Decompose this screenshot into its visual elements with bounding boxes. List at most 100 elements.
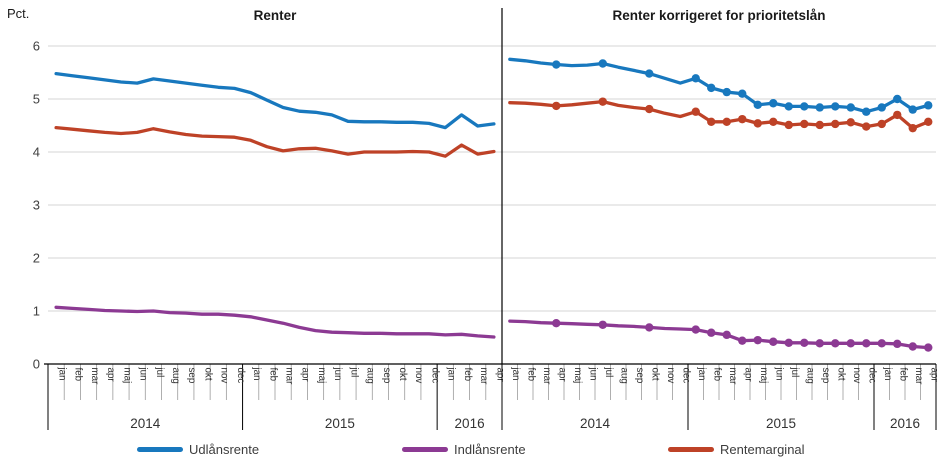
series-marker-udlånsrente [924, 101, 933, 110]
x-month-label: apr [743, 368, 754, 383]
series-line-udlånsrente [54, 71, 496, 130]
y-tick-label-4: 4 [33, 145, 40, 160]
series-marker-udlånsrente [784, 102, 793, 111]
series-marker-udlånsrente [738, 89, 747, 98]
legend-label: Rentemarginal [720, 442, 805, 457]
x-month-label: dec [681, 368, 692, 384]
y-axis-unit-label: Pct. [7, 6, 30, 21]
series-marker-udlånsrente [815, 103, 824, 112]
x-month-label: aug [365, 368, 376, 384]
series-marker-udlånsrente [691, 74, 700, 83]
x-month-label: feb [462, 368, 473, 382]
x-month-label: jul [348, 367, 359, 378]
x-month-label: jun [774, 367, 785, 381]
series-line-rentemarginal-korrigeret [508, 99, 930, 130]
series-marker-indlånsrente [722, 330, 731, 340]
x-year-label-2015: 2015 [766, 416, 796, 431]
y-tick-label-5: 5 [33, 92, 40, 107]
x-month-label: jan [446, 367, 457, 381]
series-marker-udlånsrente [753, 100, 762, 110]
series-marker-udlånsrente [800, 102, 809, 111]
x-month-label: maj [316, 368, 327, 384]
x-month-label: mar [913, 368, 924, 386]
x-month-label: nov [413, 368, 424, 384]
x-month-label: sep [381, 368, 392, 384]
x-year-label-2014: 2014 [580, 416, 611, 431]
series-marker-udlånsrente [831, 102, 840, 111]
series-marker-udlånsrente [862, 107, 871, 116]
series-marker-rentemarginal [707, 117, 716, 126]
series-marker-rentemarginal [893, 110, 902, 120]
series-marker-udlånsrente [707, 83, 716, 93]
x-month-label: jun [138, 367, 149, 381]
series-marker-rentemarginal [769, 117, 778, 126]
legend-item-rentemarginal: Rentemarginal [668, 442, 805, 457]
series-marker-udlånsrente [552, 60, 561, 69]
y-tick-label-0: 0 [33, 357, 40, 372]
indlansrente-line-swatch [402, 447, 448, 452]
series-marker-rentemarginal [784, 120, 793, 130]
legend-item-indlansrente: Indlånsrente [402, 442, 526, 457]
x-month-label: sep [634, 368, 645, 384]
x-month-label: okt [836, 368, 847, 381]
series-line-indlånsrente [54, 305, 496, 339]
series-marker-rentemarginal [862, 122, 871, 131]
y-tick-label-1: 1 [33, 304, 40, 319]
series-marker-indlånsrente [846, 339, 855, 348]
rentemarginal-line-swatch [668, 447, 714, 452]
series-marker-indlånsrente [784, 338, 793, 347]
x-month-label: dec [867, 368, 878, 384]
x-month-label: maj [572, 368, 583, 384]
x-month-label: apr [557, 368, 568, 383]
right-panel-title: Renter korrigeret for prioritetslån [612, 8, 826, 23]
x-month-label: feb [712, 368, 723, 382]
series-marker-udlånsrente [598, 59, 607, 68]
x-month-label: sep [186, 368, 197, 384]
series-marker-indlånsrente [877, 339, 886, 348]
legend-label: Indlånsrente [454, 442, 526, 457]
series-line-rentemarginal [54, 125, 496, 158]
series-marker-indlånsrente [908, 342, 917, 351]
x-year-label-2016: 2016 [890, 416, 920, 431]
x-month-label: dec [235, 368, 246, 384]
x-month-label: mar [727, 368, 738, 386]
x-month-label: mar [284, 368, 295, 386]
series-marker-udlånsrente [908, 105, 917, 114]
x-year-label-2015: 2015 [325, 416, 355, 431]
series-line-udlånsrente-korrigeret [508, 57, 930, 114]
series-marker-rentemarginal [831, 119, 840, 129]
x-month-label: apr [300, 368, 311, 383]
x-month-label: feb [898, 368, 909, 382]
series-marker-rentemarginal [691, 107, 700, 116]
x-month-label: jun [332, 367, 343, 381]
x-month-label: jan [882, 367, 893, 381]
series-marker-rentemarginal [800, 119, 809, 129]
series-marker-udlånsrente [893, 94, 902, 104]
series-marker-rentemarginal [815, 120, 824, 130]
x-month-label: mar [541, 368, 552, 386]
legend-item-udlansrente: Udlånsrente [137, 442, 259, 457]
x-month-label: aug [619, 368, 630, 384]
series-marker-indlånsrente [893, 339, 902, 349]
series-marker-indlånsrente [831, 339, 840, 348]
series-marker-indlånsrente [552, 318, 561, 328]
x-month-label: okt [202, 368, 213, 381]
left-panel-title: Renter [253, 8, 297, 23]
series-marker-rentemarginal [846, 118, 855, 127]
udlansrente-line-swatch [137, 447, 183, 452]
series-marker-rentemarginal [722, 117, 731, 126]
series-marker-indlånsrente [924, 343, 933, 352]
x-month-label: feb [267, 368, 278, 382]
series-line-indlånsrente-korrigeret [508, 319, 930, 350]
x-month-label: mar [89, 368, 100, 386]
series-marker-indlånsrente [645, 323, 654, 332]
series-marker-indlånsrente [598, 320, 607, 329]
y-tick-label-3: 3 [33, 198, 40, 213]
x-month-label: jan [251, 367, 262, 381]
series-marker-indlånsrente [769, 337, 778, 346]
series-marker-indlånsrente [815, 339, 824, 348]
x-month-label: jun [588, 367, 599, 381]
x-month-label: nov [665, 368, 676, 384]
x-month-label: jul [603, 367, 614, 378]
